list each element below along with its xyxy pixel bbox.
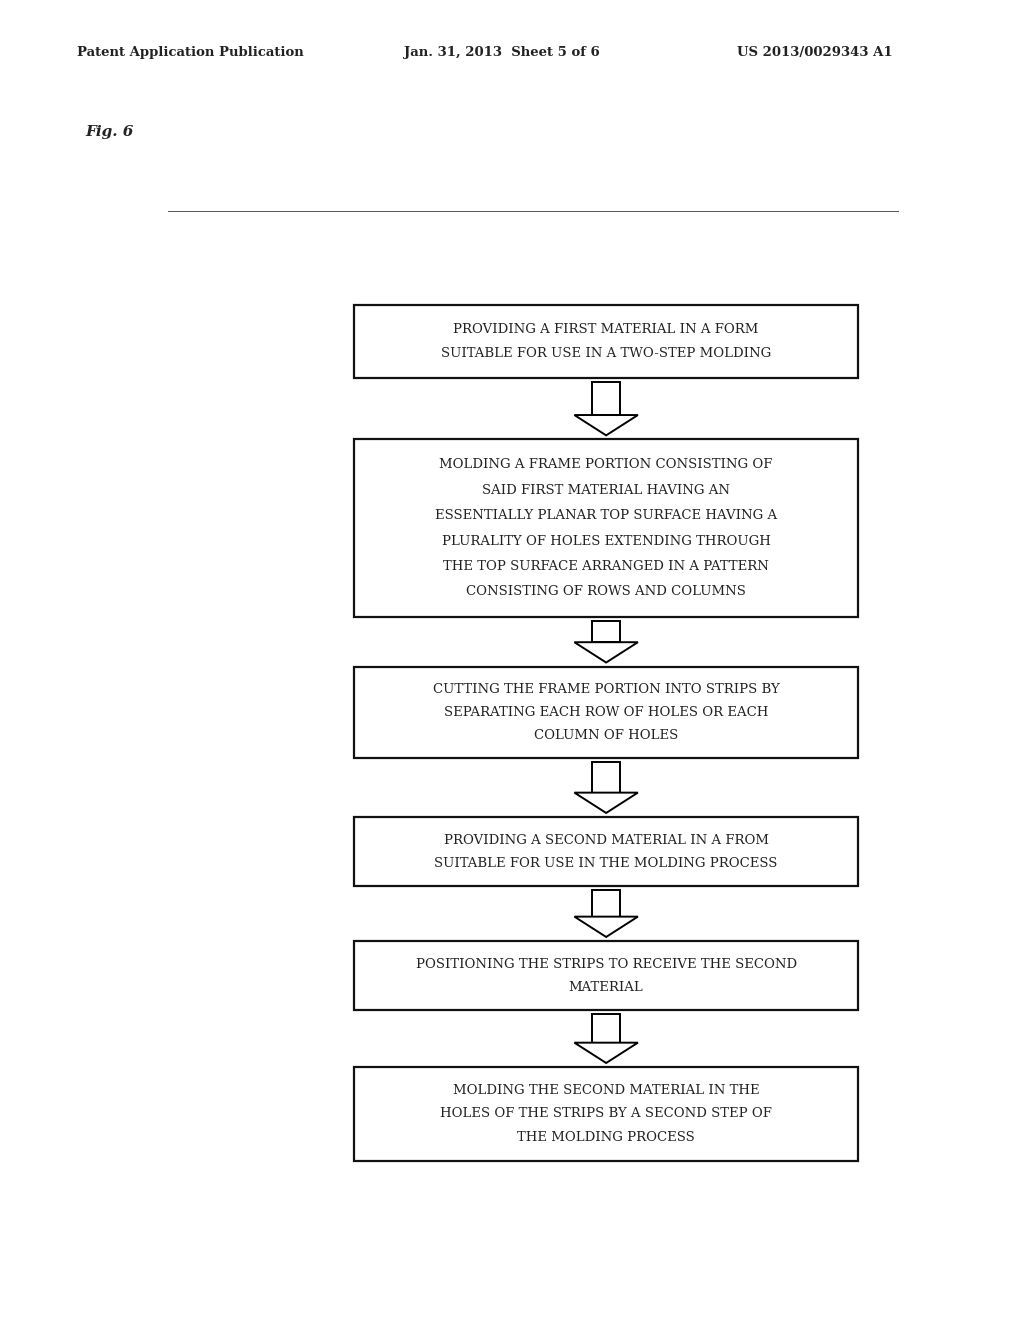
Text: THE TOP SURFACE ARRANGED IN A PATTERN: THE TOP SURFACE ARRANGED IN A PATTERN xyxy=(443,560,769,573)
Bar xyxy=(592,381,621,414)
Text: SUITABLE FOR USE IN A TWO-STEP MOLDING: SUITABLE FOR USE IN A TWO-STEP MOLDING xyxy=(441,347,771,360)
Text: HOLES OF THE STRIPS BY A SECOND STEP OF: HOLES OF THE STRIPS BY A SECOND STEP OF xyxy=(440,1107,772,1121)
Bar xyxy=(354,1067,858,1160)
Text: PROVIDING A SECOND MATERIAL IN A FROM: PROVIDING A SECOND MATERIAL IN A FROM xyxy=(443,833,769,846)
Text: ESSENTIALLY PLANAR TOP SURFACE HAVING A: ESSENTIALLY PLANAR TOP SURFACE HAVING A xyxy=(435,510,777,523)
Text: CUTTING THE FRAME PORTION INTO STRIPS BY: CUTTING THE FRAME PORTION INTO STRIPS BY xyxy=(433,682,779,696)
Bar xyxy=(354,667,858,758)
Text: Jan. 31, 2013  Sheet 5 of 6: Jan. 31, 2013 Sheet 5 of 6 xyxy=(404,46,600,59)
Polygon shape xyxy=(574,1043,638,1063)
Text: SAID FIRST MATERIAL HAVING AN: SAID FIRST MATERIAL HAVING AN xyxy=(482,483,730,496)
Bar xyxy=(592,622,621,643)
Text: MOLDING THE SECOND MATERIAL IN THE: MOLDING THE SECOND MATERIAL IN THE xyxy=(453,1084,760,1097)
Text: Patent Application Publication: Patent Application Publication xyxy=(77,46,303,59)
Bar xyxy=(354,817,858,886)
Polygon shape xyxy=(574,916,638,937)
Text: SEPARATING EACH ROW OF HOLES OR EACH: SEPARATING EACH ROW OF HOLES OR EACH xyxy=(444,706,768,719)
Text: POSITIONING THE STRIPS TO RECEIVE THE SECOND: POSITIONING THE STRIPS TO RECEIVE THE SE… xyxy=(416,957,797,970)
Bar xyxy=(592,1014,621,1043)
Bar xyxy=(592,762,621,792)
Text: Fig. 6: Fig. 6 xyxy=(85,125,133,139)
Text: MOLDING A FRAME PORTION CONSISTING OF: MOLDING A FRAME PORTION CONSISTING OF xyxy=(439,458,773,471)
Text: MATERIAL: MATERIAL xyxy=(568,981,643,994)
Bar xyxy=(354,941,858,1010)
Text: THE MOLDING PROCESS: THE MOLDING PROCESS xyxy=(517,1131,695,1143)
Polygon shape xyxy=(574,643,638,663)
Polygon shape xyxy=(574,414,638,436)
Bar xyxy=(354,305,858,378)
Text: SUITABLE FOR USE IN THE MOLDING PROCESS: SUITABLE FOR USE IN THE MOLDING PROCESS xyxy=(434,857,778,870)
Bar xyxy=(354,440,858,618)
Polygon shape xyxy=(574,792,638,813)
Text: PROVIDING A FIRST MATERIAL IN A FORM: PROVIDING A FIRST MATERIAL IN A FORM xyxy=(454,322,759,335)
Text: US 2013/0029343 A1: US 2013/0029343 A1 xyxy=(737,46,893,59)
Text: PLURALITY OF HOLES EXTENDING THROUGH: PLURALITY OF HOLES EXTENDING THROUGH xyxy=(441,535,771,548)
Text: CONSISTING OF ROWS AND COLUMNS: CONSISTING OF ROWS AND COLUMNS xyxy=(466,585,746,598)
Text: COLUMN OF HOLES: COLUMN OF HOLES xyxy=(535,729,678,742)
Bar xyxy=(592,890,621,916)
